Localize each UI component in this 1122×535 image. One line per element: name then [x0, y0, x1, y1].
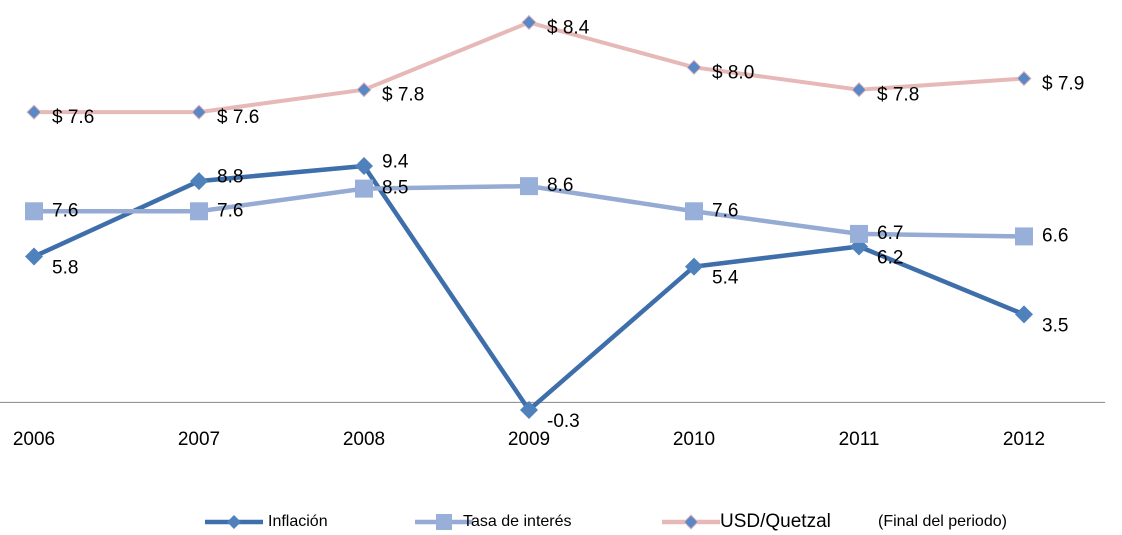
marker — [851, 82, 867, 98]
data-label: 9.4 — [382, 151, 409, 172]
data-label: $ 7.9 — [1042, 74, 1084, 95]
marker — [685, 202, 703, 221]
data-label: 7.6 — [217, 200, 243, 221]
marker — [356, 82, 372, 98]
marker — [190, 202, 208, 221]
legend-label: USD/Quetzal — [720, 511, 831, 532]
series-line — [33, 163, 1025, 414]
marker — [436, 514, 452, 530]
data-label: 8.5 — [382, 178, 408, 199]
data-label: -0.3 — [547, 411, 580, 432]
data-label: 5.4 — [712, 268, 739, 289]
series-line — [34, 20, 1025, 115]
data-label: $ 7.6 — [217, 107, 259, 128]
data-label: $ 8.0 — [712, 62, 754, 83]
x-tick-label: 2011 — [839, 429, 880, 450]
data-label: 6.2 — [877, 248, 903, 269]
marker — [1016, 70, 1032, 87]
x-tick-label: 2006 — [13, 429, 55, 450]
marker — [355, 179, 373, 198]
legend-note: (Final del periodo) — [878, 513, 1007, 530]
x-tick-label: 2012 — [1003, 429, 1045, 450]
x-tick-label: 2008 — [343, 429, 385, 450]
data-label: 8.6 — [547, 175, 573, 196]
legend-label: Inflación — [268, 513, 328, 530]
marker — [520, 400, 538, 419]
marker — [520, 177, 538, 196]
data-label: 6.6 — [1042, 225, 1068, 246]
x-tick-label: 2009 — [508, 429, 550, 450]
marker — [190, 172, 208, 191]
data-label: 7.6 — [52, 200, 78, 221]
data-label: 5.8 — [52, 258, 78, 279]
marker — [25, 202, 43, 221]
data-label: 8.8 — [217, 167, 243, 188]
marker — [521, 14, 537, 31]
x-tick-label: 2010 — [673, 429, 715, 450]
data-label: 7.6 — [712, 200, 738, 221]
data-label: $ 7.8 — [382, 85, 424, 106]
data-label: 6.7 — [877, 223, 903, 244]
marker — [1015, 305, 1033, 324]
marker — [850, 224, 868, 243]
marker — [683, 514, 699, 530]
marker — [1015, 227, 1033, 246]
data-label: 3.5 — [1042, 315, 1068, 336]
marker — [227, 515, 241, 529]
marker — [191, 104, 207, 120]
data-label: $ 7.8 — [877, 85, 919, 106]
legend-label: Tasa de interés — [463, 513, 572, 530]
marker — [686, 59, 702, 76]
x-tick-label: 2007 — [178, 429, 220, 450]
marker — [26, 104, 42, 120]
data-label: $ 7.6 — [52, 107, 94, 128]
marker — [355, 157, 373, 175]
marker — [25, 247, 43, 266]
data-label: $ 8.4 — [547, 17, 590, 38]
marker — [685, 257, 703, 276]
